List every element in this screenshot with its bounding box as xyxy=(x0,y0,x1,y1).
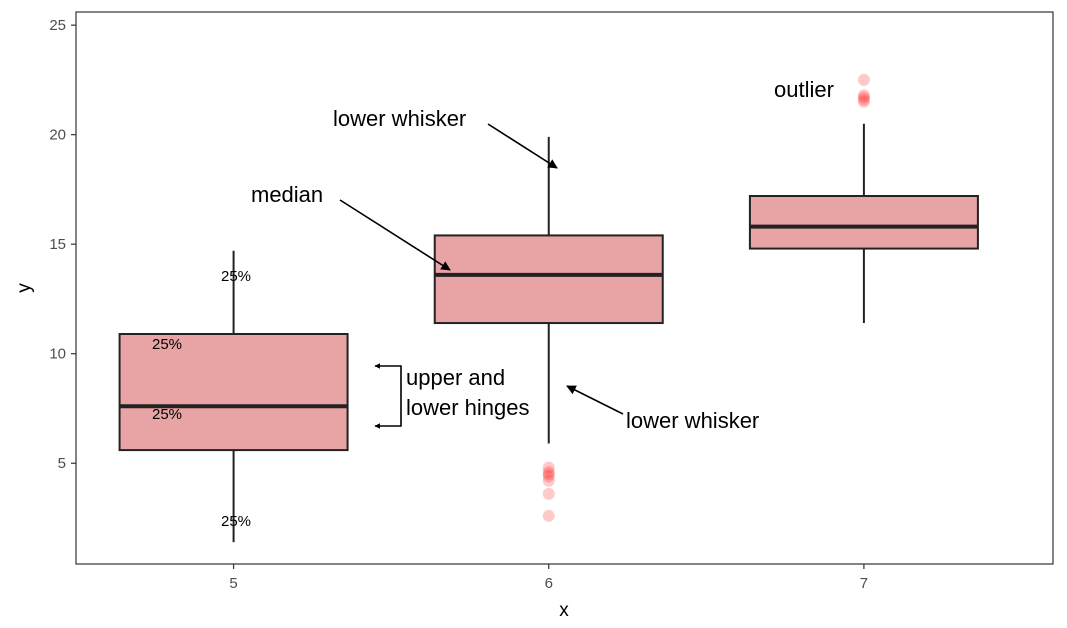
annotation-median-arrow xyxy=(339,199,451,271)
outlier-point xyxy=(857,91,870,104)
box-x7 xyxy=(748,195,979,250)
y-tick-label: 10 xyxy=(49,346,66,363)
annotation-upper-whisker-label: lower whisker xyxy=(333,106,466,131)
outlier-point xyxy=(857,73,870,86)
x-axis-title: x xyxy=(559,600,569,621)
outlier-point xyxy=(542,474,555,487)
hinges-bracket xyxy=(374,363,402,429)
annotation-hinges-label-line1: upper and xyxy=(406,365,505,390)
percent-label-lower-box: 25% xyxy=(152,406,182,423)
percent-label-upper-whisker: 25% xyxy=(221,268,251,285)
y-tick-label: 25 xyxy=(49,17,66,34)
annotation-median-label: median xyxy=(251,182,323,207)
outlier-point xyxy=(542,466,555,478)
box-x6 xyxy=(433,234,664,325)
x-tick-label: 7 xyxy=(860,575,868,592)
annotations: lower whisker median upper and lower hin… xyxy=(152,77,834,530)
outlier-point xyxy=(542,487,555,500)
x-tick-label: 6 xyxy=(545,575,553,592)
box-x5 xyxy=(118,333,349,452)
annotation-upper-whisker-arrow xyxy=(487,123,558,169)
y-tick-label: 5 xyxy=(58,455,66,472)
outlier-point xyxy=(857,93,870,106)
outlier-point xyxy=(857,89,870,102)
ticks-layer: 5 6 7 5 10 15 20 25 xyxy=(49,17,868,592)
annotation-lower-whisker-label: lower whisker xyxy=(626,408,759,433)
boxes-layer xyxy=(118,123,979,543)
annotation-lower-whisker-arrow xyxy=(566,385,624,415)
x-tick-label: 5 xyxy=(229,575,237,592)
outlier-point xyxy=(542,468,555,481)
outlier-point xyxy=(542,509,555,522)
outlier-point xyxy=(542,461,555,474)
y-tick-label: 20 xyxy=(49,127,66,144)
outlier-point xyxy=(542,470,555,483)
annotation-hinges-label-line2: lower hinges xyxy=(406,395,530,420)
percent-label-upper-box: 25% xyxy=(152,336,182,353)
annotation-outlier-label: outlier xyxy=(774,77,834,102)
percent-label-lower-whisker: 25% xyxy=(221,513,251,530)
outliers-layer xyxy=(542,73,870,522)
y-axis-title: y xyxy=(14,283,35,293)
outlier-point xyxy=(857,95,870,108)
y-tick-label: 15 xyxy=(49,236,66,253)
